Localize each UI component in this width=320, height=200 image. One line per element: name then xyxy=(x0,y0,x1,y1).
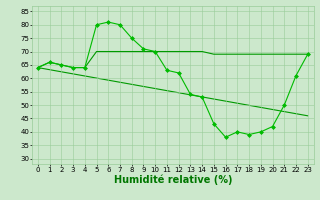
X-axis label: Humidité relative (%): Humidité relative (%) xyxy=(114,174,232,185)
